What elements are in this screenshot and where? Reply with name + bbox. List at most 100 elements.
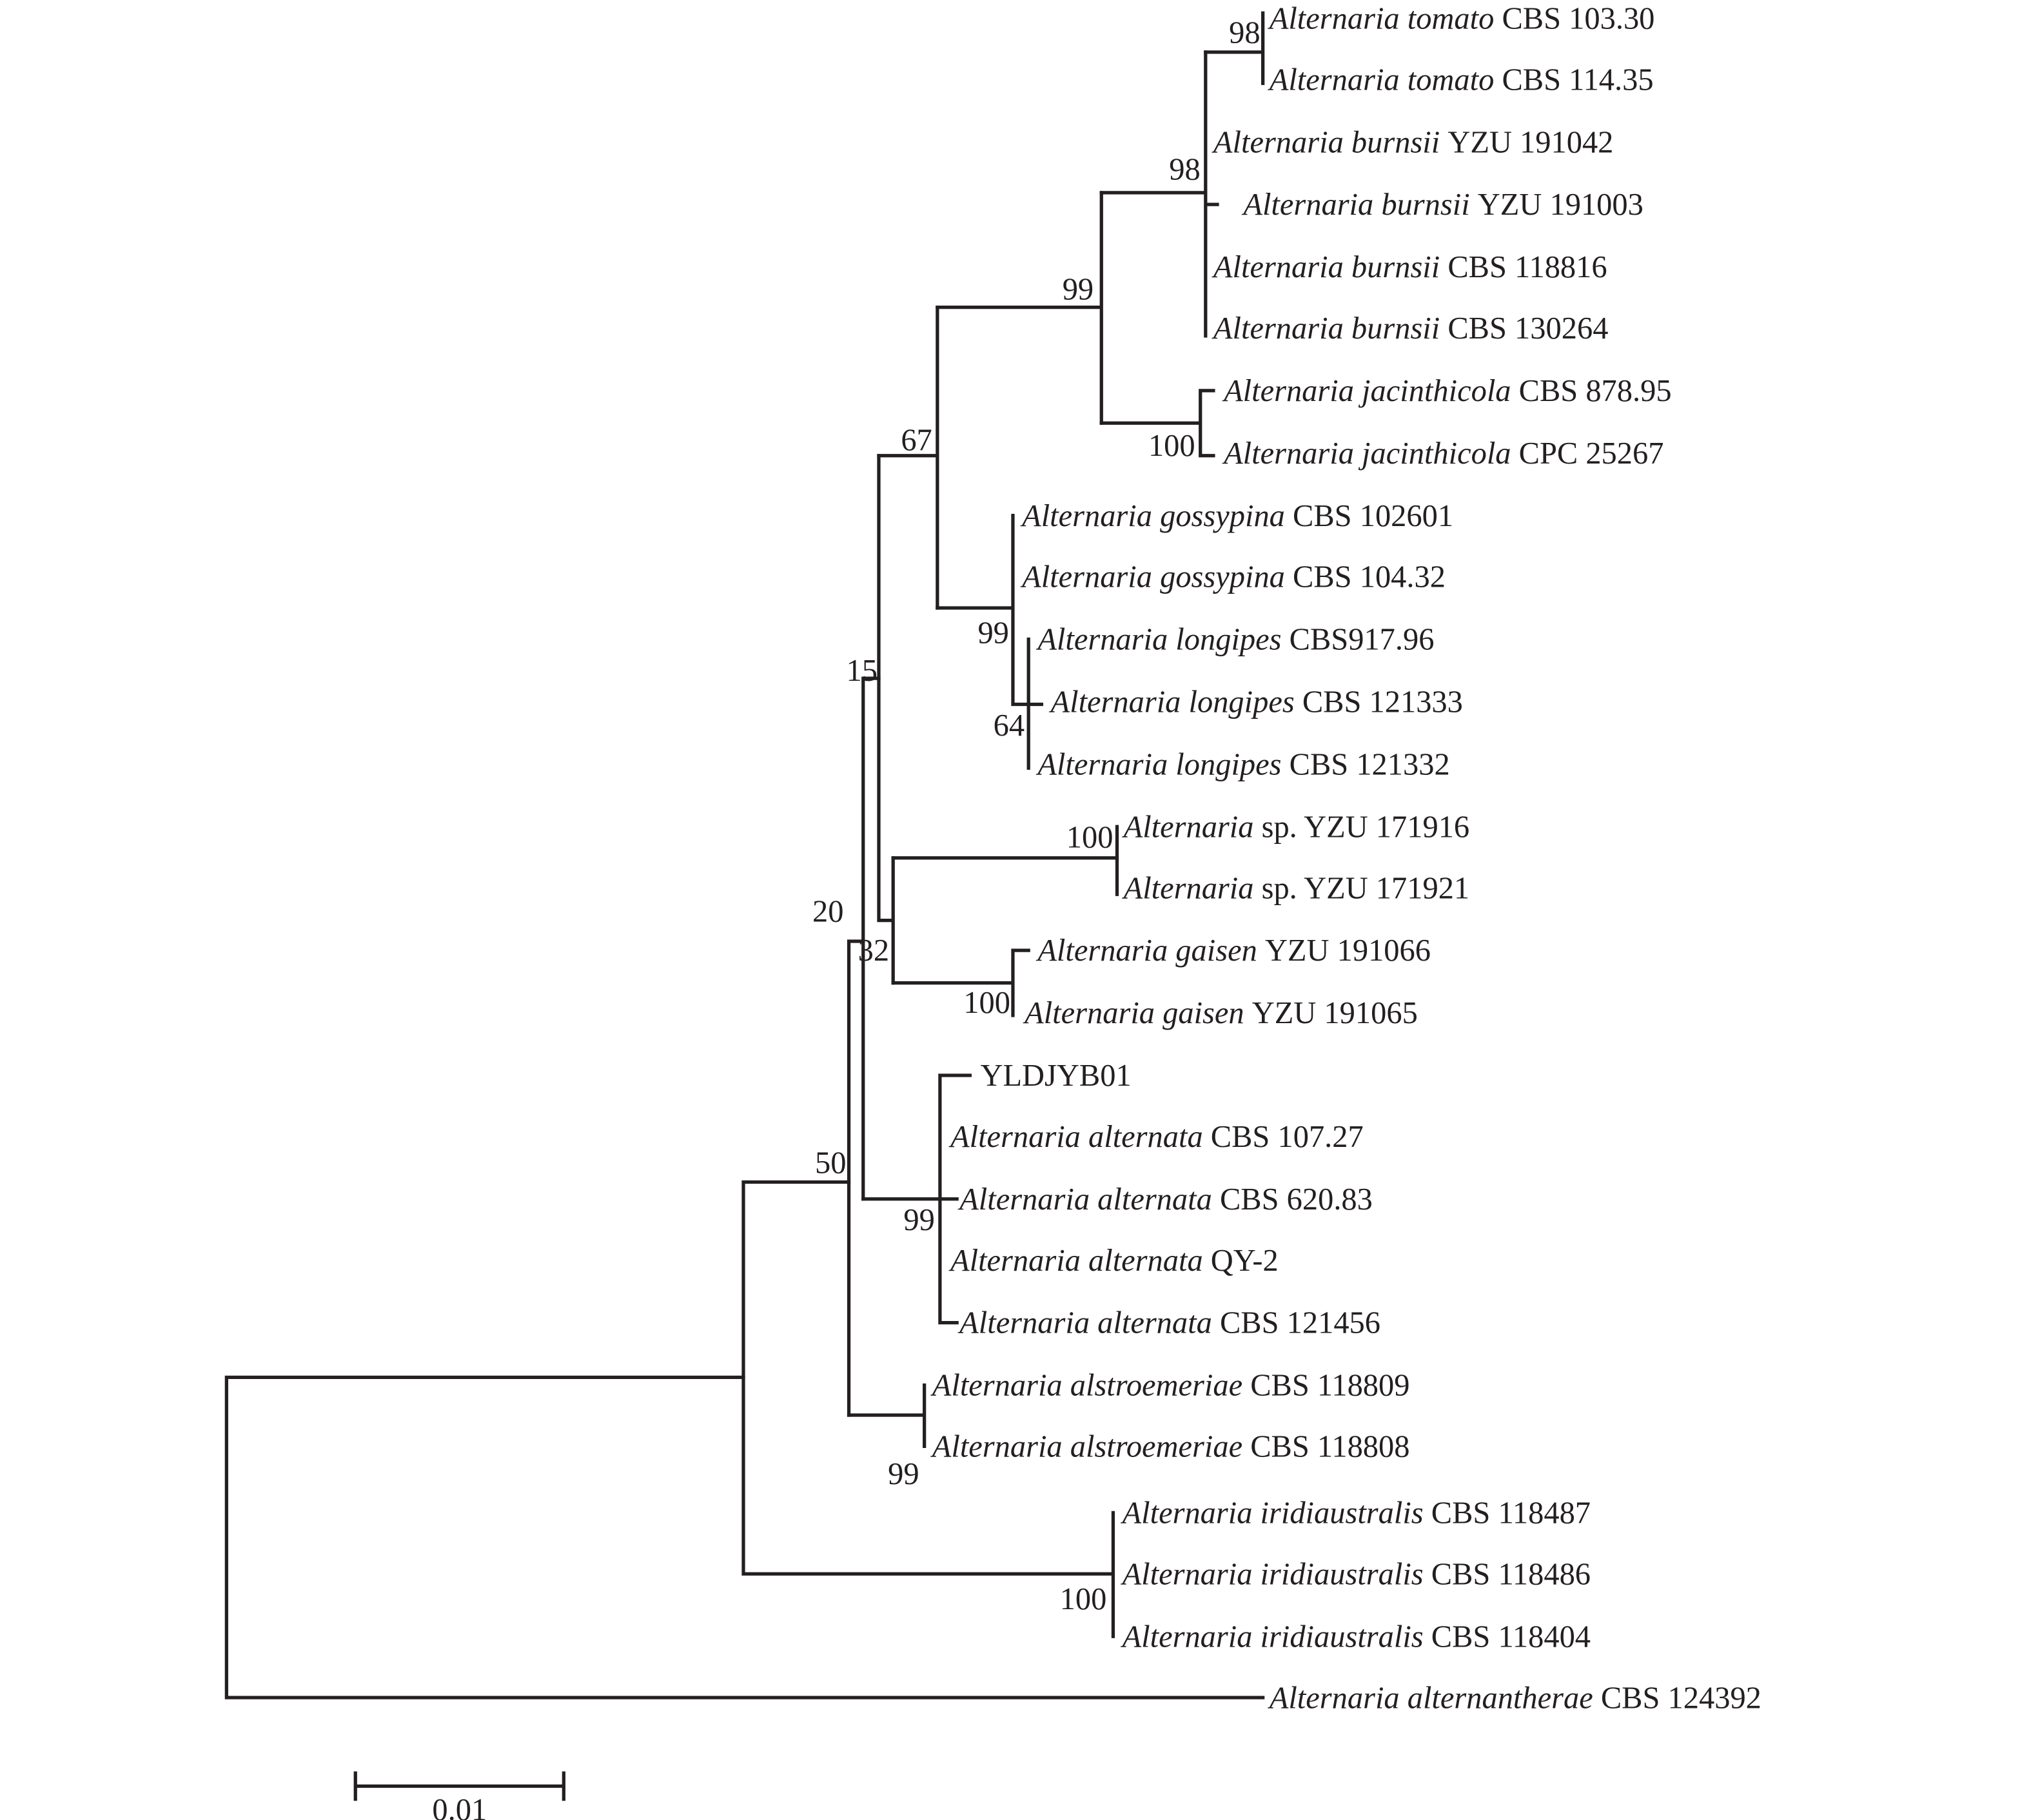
- leaf-label: Alternaria alternata QY-2: [948, 1244, 1279, 1278]
- strain-id: CBS 118404: [1431, 1619, 1591, 1654]
- strain-id: CBS 118809: [1250, 1369, 1409, 1403]
- strain-id: YLDJYB01: [980, 1059, 1131, 1093]
- branch-tomato-clade: [1204, 11, 1265, 85]
- bootstrap-labels: 98 98 99 100 67 99 64 15 100 100 20 32 99 99 50 100: [812, 16, 1261, 1616]
- strain-id: CBS 118486: [1431, 1557, 1591, 1591]
- leaf-label: Alternaria sp. YZU 171921: [1122, 871, 1470, 905]
- strain-id: CBS 121456: [1220, 1306, 1380, 1340]
- taxon-name: Alternaria gossypina: [1020, 560, 1293, 594]
- bootstrap-value: 99: [977, 616, 1008, 651]
- strain-id: CBS 118487: [1431, 1496, 1591, 1531]
- strain-id: CBS 121333: [1302, 685, 1463, 719]
- taxon-name: Alternaria longipes: [1035, 623, 1289, 657]
- bootstrap-value: 98: [1229, 16, 1260, 50]
- taxon-name: Alternaria burnsii: [1241, 188, 1477, 222]
- strain-id: CBS 104.32: [1293, 560, 1446, 594]
- bootstrap-value: 99: [903, 1203, 934, 1237]
- taxon-name: Alternaria burnsii: [1212, 125, 1447, 159]
- scale-bar: 0.01: [353, 1771, 565, 1820]
- taxon-name: Alternaria iridiaustralis: [1121, 1557, 1431, 1591]
- taxon-name: Alternaria alstroemeriae: [930, 1430, 1250, 1464]
- strain-id: YZU 191065: [1252, 996, 1418, 1030]
- leaf-label: Alternaria burnsii YZU 191042: [1212, 125, 1613, 159]
- leaf-label: Alternaria alstroemeriae CBS 118808: [930, 1430, 1410, 1464]
- leaf-label: Alternaria longipes CBS 121333: [1049, 685, 1463, 719]
- bootstrap-value: 100: [963, 986, 1010, 1020]
- leaf-label: Alternaria iridiaustralis CBS 118404: [1121, 1619, 1591, 1654]
- leaf-label: YLDJYB01: [980, 1059, 1131, 1093]
- taxon-name: Alternaria: [1122, 871, 1262, 905]
- branch-burnsii-clade: [1099, 50, 1219, 338]
- bootstrap-value: 99: [888, 1457, 919, 1491]
- taxon-name: Alternaria alternata: [957, 1306, 1220, 1340]
- bootstrap-value: 100: [1060, 1582, 1107, 1616]
- strain-id: CBS 130264: [1447, 311, 1608, 346]
- bootstrap-value: 100: [1066, 821, 1114, 855]
- leaf-label: Alternaria tomato CBS 114.35: [1268, 63, 1654, 97]
- taxon-name: Alternaria tomato: [1268, 1, 1502, 35]
- taxon-name: Alternaria gossypina: [1020, 499, 1293, 533]
- strain-id: sp. YZU 171921: [1262, 871, 1470, 905]
- taxon-name: Alternaria alternata: [948, 1244, 1211, 1278]
- leaf-label: Alternaria iridiaustralis CBS 118487: [1121, 1496, 1591, 1531]
- bootstrap-value: 64: [994, 709, 1025, 743]
- leaf-label: Alternaria longipes CBS917.96: [1035, 623, 1434, 657]
- strain-id: CBS 620.83: [1220, 1182, 1373, 1217]
- leaf-label: Alternaria burnsii YZU 191003: [1241, 188, 1643, 222]
- leaf-label: Alternaria burnsii CBS 130264: [1212, 311, 1608, 346]
- taxon-name: Alternaria longipes: [1035, 748, 1289, 782]
- branch-jacinthicola-clade: [1099, 389, 1215, 458]
- leaf-label: Alternaria jacinthicola CBS 878.95: [1222, 374, 1672, 408]
- bootstrap-value: 67: [901, 424, 932, 458]
- bootstrap-value: 50: [815, 1146, 846, 1180]
- strain-id: YZU 191066: [1265, 934, 1431, 968]
- leaf-label: Alternaria burnsii CBS 118816: [1212, 250, 1607, 284]
- taxon-name: Alternaria burnsii: [1212, 250, 1447, 284]
- leaf-label: Alternaria gaisen YZU 191065: [1023, 996, 1418, 1030]
- branch-node-20: [847, 939, 865, 1417]
- strain-id: CBS 103.30: [1502, 1, 1654, 35]
- leaf-label: Alternaria jacinthicola CPC 25267: [1222, 436, 1663, 471]
- strain-id: sp. YZU 171916: [1262, 810, 1470, 844]
- bootstrap-value: 98: [1169, 153, 1200, 187]
- bootstrap-value: 99: [1063, 272, 1094, 306]
- strain-id: CBS 878.95: [1519, 374, 1672, 408]
- branch-alternata-clade: [861, 1073, 972, 1325]
- branch-node-67: [877, 305, 939, 610]
- leaf-label: Alternaria tomato CBS 103.30: [1268, 1, 1655, 35]
- taxon-name: Alternaria longipes: [1049, 685, 1302, 719]
- branch-node-32: [877, 454, 895, 985]
- branch-alstroemeriae-clade: [847, 1383, 927, 1449]
- branch-node-99-top: [936, 191, 1103, 425]
- taxon-name: Alternaria gaisen: [1023, 996, 1252, 1030]
- taxon-name: Alternaria iridiaustralis: [1121, 1619, 1431, 1654]
- leaf-label: Alternaria sp. YZU 171916: [1122, 810, 1470, 844]
- bootstrap-value: 20: [812, 895, 843, 929]
- strain-id: CBS 118808: [1250, 1430, 1409, 1464]
- leaf-label: Alternaria alstroemeriae CBS 118809: [930, 1369, 1410, 1403]
- strain-id: CBS 118816: [1447, 250, 1607, 284]
- branch-gossypina-longipes-clade: [936, 514, 1044, 770]
- leaf-label: Alternaria alternantherae CBS 124392: [1268, 1681, 1761, 1715]
- strain-id: CBS 107.27: [1211, 1120, 1364, 1154]
- taxon-name: Alternaria alternata: [948, 1120, 1211, 1154]
- taxon-name: Alternaria: [1122, 810, 1262, 844]
- branch-gaisen-clade: [891, 948, 1030, 1017]
- strain-id: QY-2: [1211, 1244, 1279, 1278]
- taxon-name: Alternaria jacinthicola: [1222, 436, 1519, 471]
- taxon-name: Alternaria jacinthicola: [1222, 374, 1519, 408]
- strain-id: YZU 191042: [1447, 125, 1613, 159]
- strain-id: CBS917.96: [1290, 623, 1435, 657]
- branch-sp-clade: [891, 825, 1119, 896]
- taxon-name: Alternaria iridiaustralis: [1121, 1496, 1431, 1531]
- leaf-label: Alternaria gossypina CBS 102601: [1020, 499, 1453, 533]
- branch-node-15: [861, 676, 881, 1201]
- strain-id: CBS 124392: [1601, 1681, 1761, 1715]
- scale-bar-label: 0.01: [432, 1793, 487, 1820]
- leaf-label: Alternaria gossypina CBS 104.32: [1020, 560, 1446, 594]
- taxon-name: Alternaria alternata: [957, 1182, 1220, 1217]
- strain-id: CBS 114.35: [1502, 63, 1653, 97]
- leaf-label: Alternaria alternata CBS 121456: [957, 1306, 1380, 1340]
